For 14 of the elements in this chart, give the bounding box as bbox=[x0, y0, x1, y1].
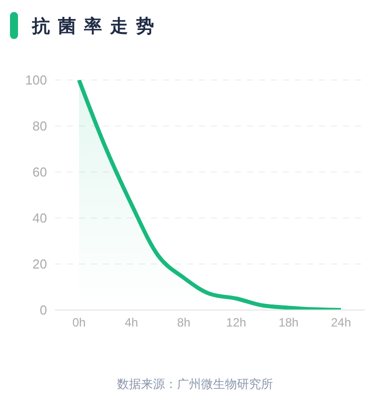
x-tick-label: 0h bbox=[72, 316, 86, 330]
chart-title: 抗菌率走势 bbox=[32, 14, 162, 38]
source-note: 数据来源：广州微生物研究所 bbox=[116, 376, 274, 393]
y-tick-label: 40 bbox=[32, 210, 47, 226]
y-tick-label: 60 bbox=[32, 164, 47, 180]
x-tick-label: 12h bbox=[226, 316, 246, 330]
x-tick-label: 18h bbox=[278, 316, 299, 330]
y-tick-label: 0 bbox=[40, 302, 47, 318]
x-tick-label: 24h bbox=[330, 316, 352, 330]
x-tick-label: 4h bbox=[124, 316, 138, 330]
x-tick-label: 8h bbox=[177, 316, 190, 330]
y-tick-label: 20 bbox=[32, 256, 47, 272]
y-tick-label: 100 bbox=[25, 72, 47, 88]
y-tick-label: 80 bbox=[32, 118, 47, 134]
